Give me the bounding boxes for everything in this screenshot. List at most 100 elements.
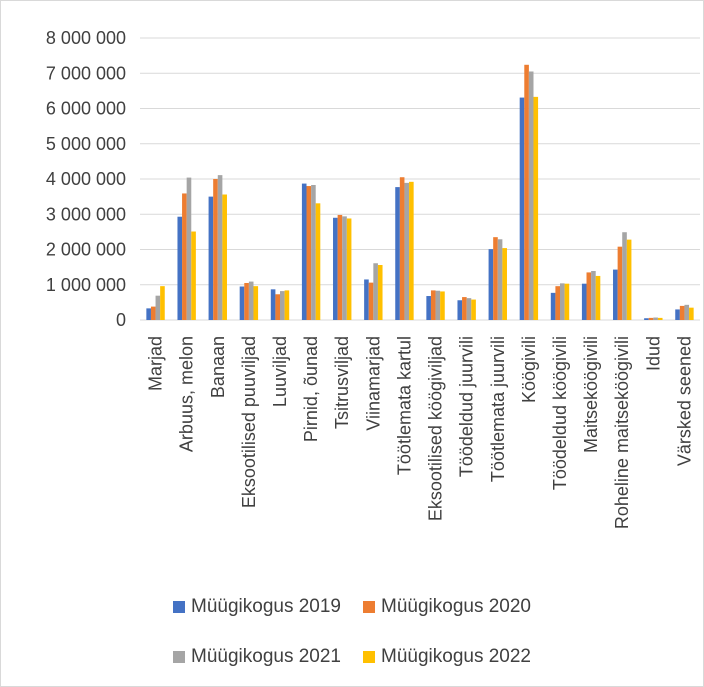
legend-swatch-2020 (363, 601, 375, 613)
bar (346, 218, 352, 320)
bar (430, 290, 436, 320)
bar (177, 216, 183, 320)
bar (675, 309, 680, 320)
bar (457, 300, 463, 320)
bar (689, 307, 694, 320)
legend-item-2022: Müügikogus 2022 (363, 646, 531, 668)
bar (560, 283, 565, 320)
bar (364, 279, 369, 320)
bar (586, 272, 592, 320)
x-tick-label: Idud (643, 336, 663, 371)
legend-label-2020: Müügikogus 2020 (381, 596, 531, 617)
y-tick-label: 2 000 000 (46, 240, 126, 260)
bar (244, 282, 249, 320)
bar (404, 182, 410, 320)
bar (684, 304, 690, 320)
bar (488, 249, 494, 320)
bar (395, 187, 400, 320)
bar (555, 286, 560, 320)
y-tick-label: 0 (116, 310, 126, 330)
bar (191, 231, 196, 320)
bar (315, 203, 321, 320)
y-tick-label: 8 000 000 (46, 28, 126, 48)
bar (253, 286, 259, 320)
legend-label-2021: Müügikogus 2021 (191, 646, 341, 667)
bar (653, 317, 658, 320)
bar (462, 297, 467, 320)
bar (368, 282, 374, 320)
bar (564, 283, 570, 320)
legend-label-2019: Müügikogus 2019 (191, 596, 341, 617)
bar (301, 183, 307, 320)
bar (150, 306, 156, 320)
bar (248, 281, 254, 320)
bar (155, 295, 161, 320)
bar (160, 286, 165, 320)
x-tick-label: Maitseköögivili (581, 336, 601, 453)
bar (377, 265, 383, 320)
x-tick-label: Eksootilised puuviljad (239, 336, 259, 508)
bar (426, 296, 431, 320)
y-tick-label: 7 000 000 (46, 63, 126, 83)
bar (591, 271, 596, 320)
y-tick-label: 1 000 000 (46, 275, 126, 295)
y-tick-label: 3 000 000 (46, 204, 126, 224)
bar (466, 298, 472, 320)
bar (613, 269, 618, 320)
bar (213, 179, 218, 320)
x-tick-label: Värsked seened (674, 336, 694, 466)
bar (679, 305, 685, 320)
legend-swatch-2021 (173, 651, 185, 663)
bar (373, 263, 378, 320)
bar (533, 96, 539, 321)
bar (595, 275, 601, 320)
legend-row-1: Müügikogus 2019 Müügikogus 2020 (0, 596, 704, 618)
bar (644, 318, 649, 320)
x-tick-label: Pirnid, õunad (301, 336, 321, 442)
bar (239, 286, 245, 320)
bar (617, 246, 623, 320)
bar (581, 283, 587, 320)
bar (208, 196, 214, 320)
x-tick-label: Töötlemata juurvili (488, 336, 508, 482)
bar (270, 289, 276, 320)
bar (409, 181, 414, 320)
legend-row-2: Müügikogus 2021 Müügikogus 2022 (0, 646, 704, 668)
bar (435, 290, 441, 320)
bar (528, 71, 534, 320)
bar (399, 177, 405, 320)
x-tick-label: Luuviljad (270, 336, 290, 407)
bar (471, 299, 476, 320)
x-tick-label: Marjad (146, 336, 166, 391)
x-tick-label: Eksootilised köögiviljad (426, 336, 446, 521)
y-tick-label: 6 000 000 (46, 99, 126, 119)
bar (342, 216, 347, 320)
x-tick-label: Töötlemata kartul (394, 336, 414, 475)
legend-item-2019: Müügikogus 2019 (173, 596, 341, 618)
x-tick-label: Roheline maitseköögivili (612, 336, 632, 529)
legend-item-2020: Müügikogus 2020 (363, 596, 531, 618)
bar (280, 291, 285, 320)
x-tick-label: Arbuus, melon (177, 336, 197, 452)
bar (337, 214, 343, 320)
bar (333, 217, 338, 320)
bar (657, 317, 663, 320)
bar (284, 290, 290, 320)
bar (497, 239, 503, 320)
legend-label-2022: Müügikogus 2022 (381, 646, 531, 667)
x-tick-label: Tsitrusviljad (332, 336, 352, 429)
bar (622, 232, 627, 320)
bar (182, 193, 187, 320)
bar (524, 64, 529, 320)
y-tick-label: 4 000 000 (46, 169, 126, 189)
bar (502, 248, 507, 320)
bar (519, 97, 525, 320)
bar (306, 186, 312, 320)
bar (222, 194, 227, 320)
legend-swatch-2022 (363, 651, 375, 663)
x-tick-label: Viinamarjad (363, 336, 383, 431)
bar (217, 175, 223, 320)
bar (186, 177, 192, 320)
